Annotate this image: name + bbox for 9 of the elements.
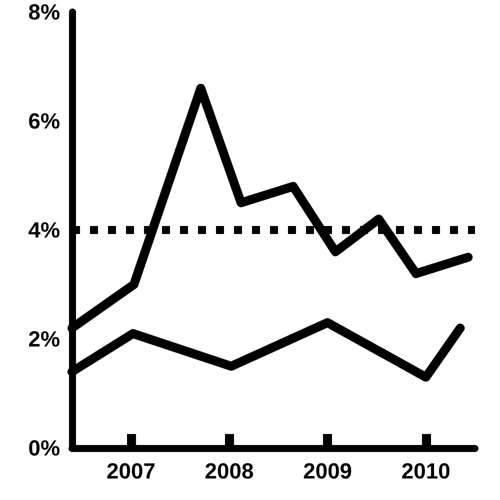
y-tick-label: 6% [28,108,60,134]
x-tick-label: 2008 [204,458,254,484]
x-tick-label: 2009 [303,458,352,484]
x-tick-label: 2010 [401,458,450,484]
y-tick-label: 0% [28,436,60,460]
x-tick-label: 2007 [106,458,156,484]
y-tick-label: 2% [28,326,60,352]
y-tick-label: 8% [28,0,60,24]
y-tick-label: 4% [28,218,60,242]
